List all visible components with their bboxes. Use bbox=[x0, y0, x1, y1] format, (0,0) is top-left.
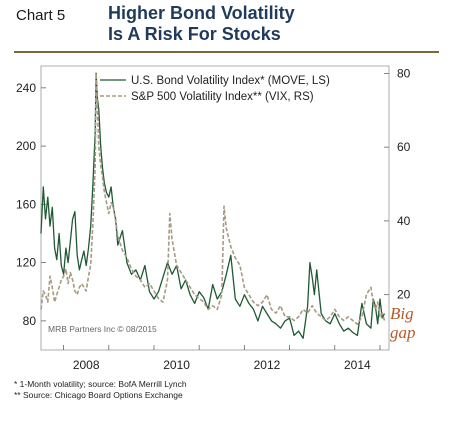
x-tick-label: 2008 bbox=[73, 358, 100, 372]
left-tick-label: 120 bbox=[16, 256, 36, 270]
x-tick-label: 2012 bbox=[254, 358, 281, 372]
right-tick-label: 80 bbox=[397, 66, 411, 80]
chart-title: Higher Bond Volatility Is A Risk For Sto… bbox=[108, 3, 295, 45]
x-tick-label: 2014 bbox=[344, 358, 371, 372]
chart-title-line1: Higher Bond Volatility bbox=[108, 3, 295, 23]
footnote-1: * 1-Month volatility; source: BofA Merri… bbox=[14, 379, 187, 389]
x-tick-label: 2010 bbox=[163, 358, 190, 372]
big-gap-line2: gap bbox=[390, 323, 416, 342]
x-axis: 2008 2010 2012 2014 bbox=[63, 345, 381, 372]
right-tick-label: 20 bbox=[397, 288, 411, 302]
left-tick-label: 160 bbox=[16, 197, 36, 211]
big-gap-annotation: Big gap bbox=[390, 304, 416, 342]
credit-text: MRB Partners Inc © 08/2015 bbox=[48, 324, 157, 334]
right-tick-label: 60 bbox=[397, 140, 411, 154]
legend-label-vix: S&P 500 Volatility Index** (VIX, RS) bbox=[131, 91, 314, 103]
legend-label-move: U.S. Bond Volatility Index* (MOVE, LS) bbox=[131, 75, 330, 87]
footnotes: * 1-Month volatility; source: BofA Merri… bbox=[14, 379, 187, 401]
footnote-2: ** Source: Chicago Board Options Exchang… bbox=[14, 390, 183, 400]
vix-series-line bbox=[40, 72, 386, 326]
chart-number: Chart 5 bbox=[16, 7, 66, 24]
legend: U.S. Bond Volatility Index* (MOVE, LS) S&… bbox=[100, 75, 330, 103]
left-tick-label: 240 bbox=[16, 81, 36, 95]
left-axis: 80 120 160 200 240 bbox=[16, 81, 46, 328]
chart-header: Chart 5 Higher Bond Volatility Is A Risk… bbox=[0, 0, 453, 50]
left-tick-label: 80 bbox=[23, 314, 37, 328]
right-axis: 20 40 60 80 bbox=[384, 66, 411, 302]
series-layer bbox=[40, 72, 386, 339]
title-rule bbox=[14, 51, 439, 53]
left-tick-label: 200 bbox=[16, 139, 36, 153]
move-series-line bbox=[40, 72, 386, 339]
right-tick-label: 40 bbox=[397, 214, 411, 228]
chart-title-line2: Is A Risk For Stocks bbox=[108, 24, 281, 44]
big-gap-line1: Big bbox=[390, 304, 414, 323]
